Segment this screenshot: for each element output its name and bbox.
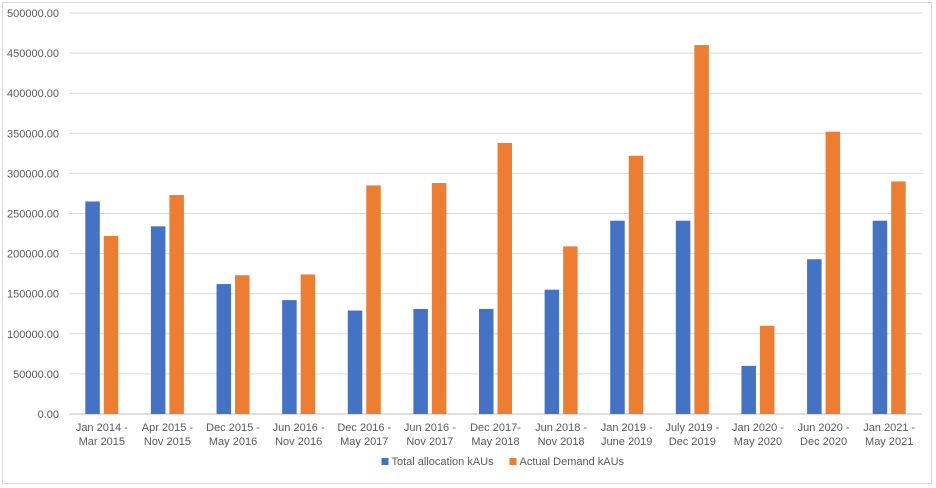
x-tick-label: Jan 2019 -June 2019 [601, 422, 653, 448]
y-tick-label: 200000.00 [7, 249, 59, 261]
y-tick-label: 0.00 [38, 409, 59, 421]
x-tick-label: Jun 2020 -Dec 2020 [798, 422, 850, 448]
x-tick-label: Jan 2021 -May 2021 [863, 422, 915, 448]
bar-total-allocation [807, 259, 822, 414]
y-tick-label: 250000.00 [7, 209, 59, 221]
bar-total-allocation [85, 201, 100, 414]
bar-total-allocation [413, 308, 428, 414]
bar-total-allocation [216, 284, 232, 414]
y-tick-label: 400000.00 [7, 88, 59, 100]
bar-actual-demand [628, 155, 644, 415]
bar-total-allocation [150, 226, 166, 414]
x-tick-label: Apr 2015 -Nov 2015 [142, 422, 194, 448]
bar-actual-demand [366, 185, 381, 414]
x-tick-label: Jun 2016 -Nov 2017 [404, 422, 456, 448]
x-tick-label: Dec 2015 -May 2016 [206, 422, 260, 448]
bar-actual-demand [431, 183, 447, 414]
x-tick-label: Jan 2014 -Mar 2015 [76, 422, 128, 448]
legend-swatch [381, 458, 389, 465]
bar-total-allocation [675, 220, 691, 414]
bar-actual-demand [563, 246, 578, 414]
bar-total-allocation [544, 289, 560, 414]
x-tick-label: Jan 2020 -May 2020 [732, 422, 784, 448]
bar-total-allocation [872, 220, 888, 414]
bar-actual-demand [497, 142, 512, 414]
bar-actual-demand [891, 181, 906, 414]
bar-total-allocation [741, 365, 756, 414]
legend-label: Total allocation kAUs [392, 456, 495, 468]
bar-actual-demand [103, 235, 119, 414]
x-tick-label: Jun 2016 -Nov 2016 [273, 422, 325, 448]
x-tick-label: Dec 2017-May 2018 [470, 422, 521, 448]
legend-label: Actual Demand kAUs [520, 456, 625, 468]
y-tick-label: 50000.00 [13, 369, 59, 381]
y-tick-label: 300000.00 [7, 168, 59, 180]
x-tick-label: July 2019 -Dec 2019 [665, 422, 719, 448]
bar-actual-demand [235, 275, 250, 414]
y-tick-label: 350000.00 [7, 128, 59, 140]
y-tick-label: 150000.00 [7, 289, 59, 301]
bar-total-allocation [610, 220, 625, 414]
bar-actual-demand [300, 274, 316, 414]
bar-total-allocation [347, 310, 363, 414]
bar-actual-demand [825, 131, 841, 415]
x-tick-label: Jun 2018 -Nov 2018 [535, 422, 587, 448]
bar-actual-demand [759, 325, 775, 414]
bar-chart: 0.00 50000.00 100000.00 150000.00 200000.00 2… [7, 8, 922, 468]
y-tick-label: 450000.00 [7, 48, 59, 60]
bar-actual-demand [694, 45, 709, 415]
bar-total-allocation [282, 300, 297, 414]
legend-swatch [509, 458, 517, 465]
y-tick-label: 100000.00 [7, 329, 59, 341]
x-tick-label: Dec 2016 -May 2017 [337, 422, 391, 448]
bar-actual-demand [169, 195, 184, 414]
y-tick-label: 500000.00 [7, 8, 59, 20]
bar-total-allocation [479, 308, 494, 414]
